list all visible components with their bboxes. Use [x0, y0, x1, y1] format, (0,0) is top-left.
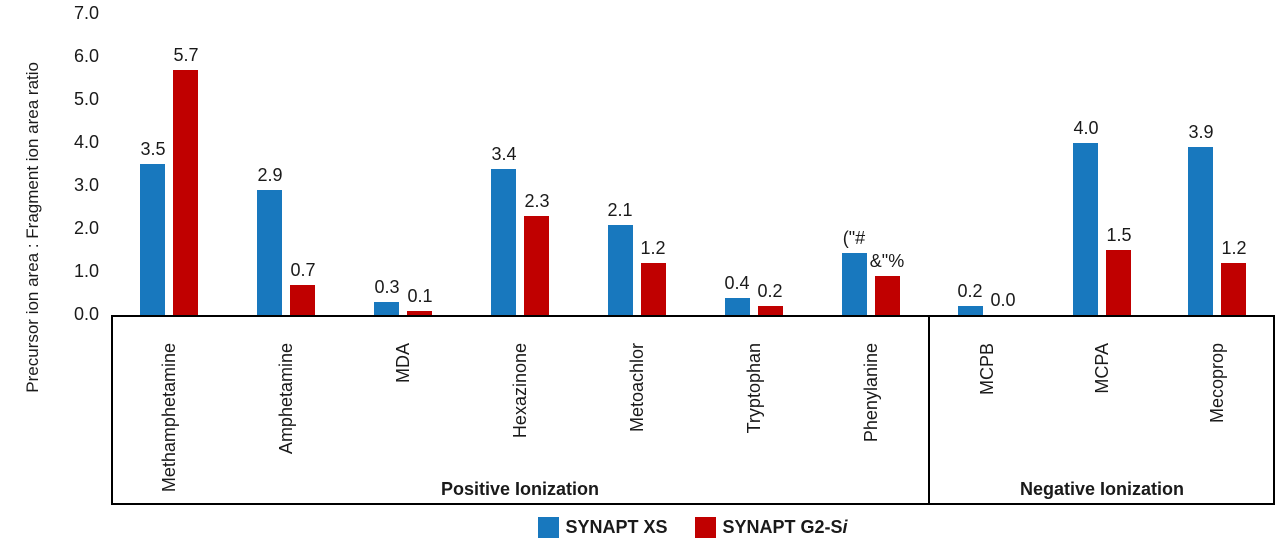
value-label-synapt-xs-mcpb: 0.2 — [957, 281, 983, 301]
value-label-synapt-xs-mcpa: 4.0 — [1073, 118, 1099, 138]
bar-synapt-g2-si-amphetamine — [290, 285, 315, 315]
value-label-synapt-g2-si-methamphetamine: 5.7 — [173, 45, 199, 65]
group-divider-line — [928, 315, 930, 505]
legend: SYNAPT XS SYNAPT G2-Si — [111, 513, 1275, 541]
bar-synapt-g2-si-metoachlor — [641, 263, 666, 315]
category-label-hexazinone: Hexazinone — [510, 343, 530, 439]
legend-swatch-icon — [538, 516, 560, 538]
category-label-mecoprop: Mecoprop — [1207, 343, 1227, 424]
legend-item-synapt-g2-si: SYNAPT G2-Si — [695, 516, 848, 538]
category-label-amphetamine: Amphetamine — [276, 343, 296, 455]
category-label-tryptophan: Tryptophan — [744, 343, 764, 434]
category-label-phenylanine: Phenylanine — [861, 343, 881, 443]
legend-label: SYNAPT XS — [565, 517, 668, 537]
bar-synapt-xs-methamphetamine — [140, 164, 165, 315]
value-label-synapt-xs-tryptophan: 0.4 — [724, 273, 750, 293]
category-label-mcpb: MCPB — [977, 343, 997, 396]
value-label-synapt-g2-si-mcpb: 0.0 — [990, 290, 1016, 310]
group-label-positive-ionization: Positive Ionization — [440, 479, 600, 499]
y-tick-label: 1.0 — [73, 261, 99, 281]
category-label-mcpa: MCPA — [1092, 343, 1112, 394]
bar-synapt-xs-metoachlor — [608, 225, 633, 315]
group-label-negative-ionization: Negative Ionization — [1019, 479, 1185, 499]
value-label-synapt-xs-mecoprop: 3.9 — [1188, 122, 1214, 142]
category-label-methamphetamine: Methamphetamine — [159, 343, 179, 493]
category-axis-box — [111, 315, 1275, 505]
value-label-synapt-g2-si-mcpa: 1.5 — [1106, 225, 1132, 245]
bar-synapt-g2-si-mda — [407, 311, 432, 315]
value-label-synapt-g2-si-amphetamine: 0.7 — [290, 260, 316, 280]
value-label-synapt-g2-si-tryptophan: 0.2 — [757, 281, 783, 301]
bar-synapt-g2-si-phenylanine — [875, 276, 900, 315]
bar-synapt-xs-mecoprop — [1188, 147, 1213, 315]
y-tick-label: 6.0 — [73, 46, 99, 66]
legend-item-synapt-xs: SYNAPT XS — [538, 516, 667, 538]
y-tick-label: 7.0 — [73, 3, 99, 23]
value-label-synapt-g2-si-mecoprop: 1.2 — [1221, 238, 1247, 258]
bar-synapt-xs-mcpa — [1073, 143, 1098, 315]
legend-label: SYNAPT G2-Si — [722, 517, 848, 537]
y-tick-label: 5.0 — [73, 89, 99, 109]
bar-synapt-g2-si-mecoprop — [1221, 263, 1246, 315]
category-label-metoachlor: Metoachlor — [627, 343, 647, 433]
bar-synapt-g2-si-methamphetamine — [173, 70, 198, 315]
value-label-synapt-xs-mda: 0.3 — [374, 277, 400, 297]
bar-synapt-xs-hexazinone — [491, 169, 516, 315]
bar-synapt-g2-si-hexazinone — [524, 216, 549, 315]
bar-synapt-xs-tryptophan — [725, 298, 750, 315]
value-label-synapt-xs-hexazinone: 3.4 — [491, 144, 517, 164]
y-tick-label: 4.0 — [73, 132, 99, 152]
bar-synapt-g2-si-mcpa — [1106, 250, 1131, 315]
bar-synapt-xs-mda — [374, 302, 399, 315]
value-label-synapt-xs-phenylanine: ("# — [842, 228, 866, 248]
value-label-synapt-xs-metoachlor: 2.1 — [607, 200, 633, 220]
value-label-synapt-g2-si-metoachlor: 1.2 — [640, 238, 666, 258]
y-tick-label: 0.0 — [73, 304, 99, 324]
value-label-synapt-xs-amphetamine: 2.9 — [257, 165, 283, 185]
y-tick-label: 3.0 — [73, 175, 99, 195]
bar-synapt-xs-mcpb — [958, 306, 983, 315]
value-label-synapt-g2-si-phenylanine: &"% — [869, 251, 905, 271]
value-label-synapt-xs-methamphetamine: 3.5 — [140, 139, 166, 159]
value-label-synapt-g2-si-mda: 0.1 — [407, 286, 433, 306]
bar-synapt-xs-amphetamine — [257, 190, 282, 315]
legend-swatch-icon — [695, 516, 717, 538]
bar-synapt-xs-phenylanine — [842, 253, 867, 315]
value-label-synapt-g2-si-hexazinone: 2.3 — [524, 191, 550, 211]
y-tick-label: 2.0 — [73, 218, 99, 238]
bar-synapt-g2-si-tryptophan — [758, 306, 783, 315]
legend-label-italic-suffix: i — [842, 517, 848, 537]
category-label-mda: MDA — [393, 343, 413, 383]
